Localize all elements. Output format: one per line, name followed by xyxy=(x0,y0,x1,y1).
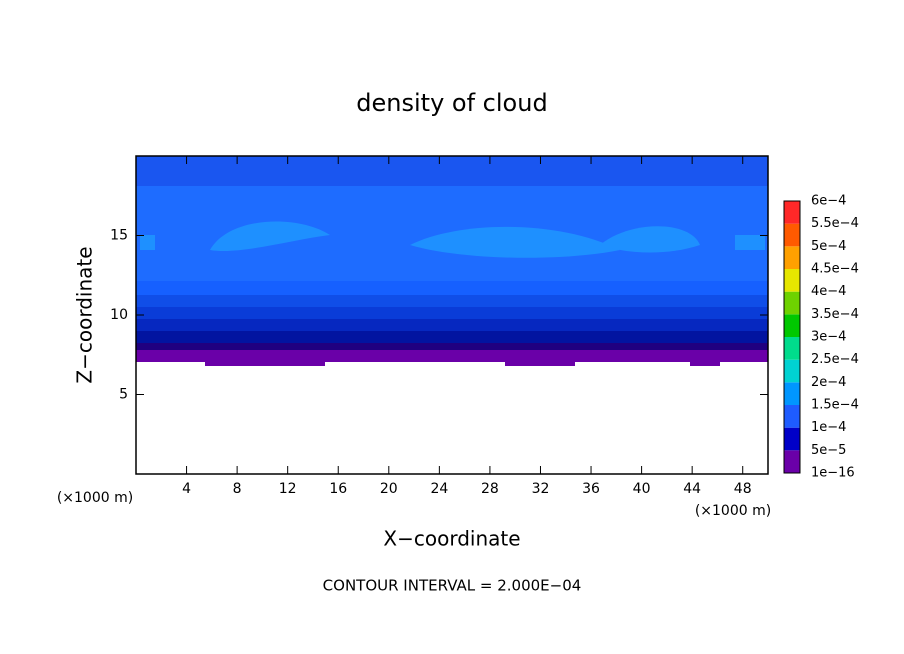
band xyxy=(136,331,768,343)
y-axis-label: Z−coordinate xyxy=(73,246,97,383)
colorbar-label: 5e−5 xyxy=(811,443,846,458)
x-tick-label: 20 xyxy=(380,481,398,497)
x-tick-label: 24 xyxy=(430,481,448,497)
band xyxy=(136,319,768,331)
band xyxy=(410,226,620,258)
colorbar-label: 1e−16 xyxy=(811,466,855,481)
colorbar-swatch xyxy=(784,382,800,405)
band xyxy=(210,221,330,252)
x-tick-label: 44 xyxy=(683,481,701,497)
colorbar-label: 3.5e−4 xyxy=(811,307,859,322)
band xyxy=(136,307,768,319)
colorbar-label: 3e−4 xyxy=(811,330,846,345)
x-tick-label: 8 xyxy=(233,481,242,497)
band xyxy=(136,343,768,350)
y-tick-label: 15 xyxy=(110,228,128,244)
colorbar-swatch xyxy=(784,405,800,428)
band xyxy=(136,156,768,186)
band xyxy=(205,362,720,366)
colorbar-swatch xyxy=(784,291,800,315)
chart-title: density of cloud xyxy=(356,89,547,117)
colorbar-swatch xyxy=(784,359,800,383)
colorbar-swatch xyxy=(784,314,800,337)
colorbar-label: 4.5e−4 xyxy=(811,262,859,277)
x-tick-label: 48 xyxy=(734,481,752,497)
colorbar-label: 2.5e−4 xyxy=(811,352,859,367)
colorbar-label: 5.5e−4 xyxy=(811,216,859,231)
x-unit: (×1000 m) xyxy=(695,503,771,519)
colorbar-swatch xyxy=(784,223,800,247)
colorbar-label: 6e−4 xyxy=(811,194,846,209)
colorbar-swatch xyxy=(784,201,800,224)
band xyxy=(136,281,768,295)
y-tick-label: 5 xyxy=(119,387,128,403)
x-axis-label: X−coordinate xyxy=(383,527,520,551)
band xyxy=(136,295,768,307)
colorbar-frame xyxy=(783,200,801,474)
contour-field xyxy=(136,156,768,366)
x-tick-label: 40 xyxy=(633,481,651,497)
colorbar-swatch xyxy=(784,269,800,292)
x-tick-label: 4 xyxy=(182,481,191,497)
colorbar-label: 1e−4 xyxy=(811,420,846,435)
x-unit: (×1000 m) xyxy=(57,490,133,506)
colorbar-label: 5e−4 xyxy=(811,239,846,254)
x-tick-label: 16 xyxy=(329,481,347,497)
x-tick-label: 32 xyxy=(532,481,550,497)
colorbar-swatch xyxy=(784,246,800,269)
x-tick-label: 12 xyxy=(279,481,297,497)
x-tick-label: 28 xyxy=(481,481,499,497)
band xyxy=(600,226,700,253)
band xyxy=(136,350,768,362)
x-tick-label: 36 xyxy=(582,481,600,497)
colorbar-swatch xyxy=(784,450,800,473)
colorbar-swatch xyxy=(784,427,800,451)
y-tick-label: 10 xyxy=(110,307,128,323)
colorbar-label: 2e−4 xyxy=(811,375,846,390)
colorbar-label: 4e−4 xyxy=(811,284,846,299)
note: CONTOUR INTERVAL = 2.000E−04 xyxy=(323,577,582,595)
colorbar-label: 1.5e−4 xyxy=(811,398,859,413)
colorbar-swatch xyxy=(784,337,800,360)
